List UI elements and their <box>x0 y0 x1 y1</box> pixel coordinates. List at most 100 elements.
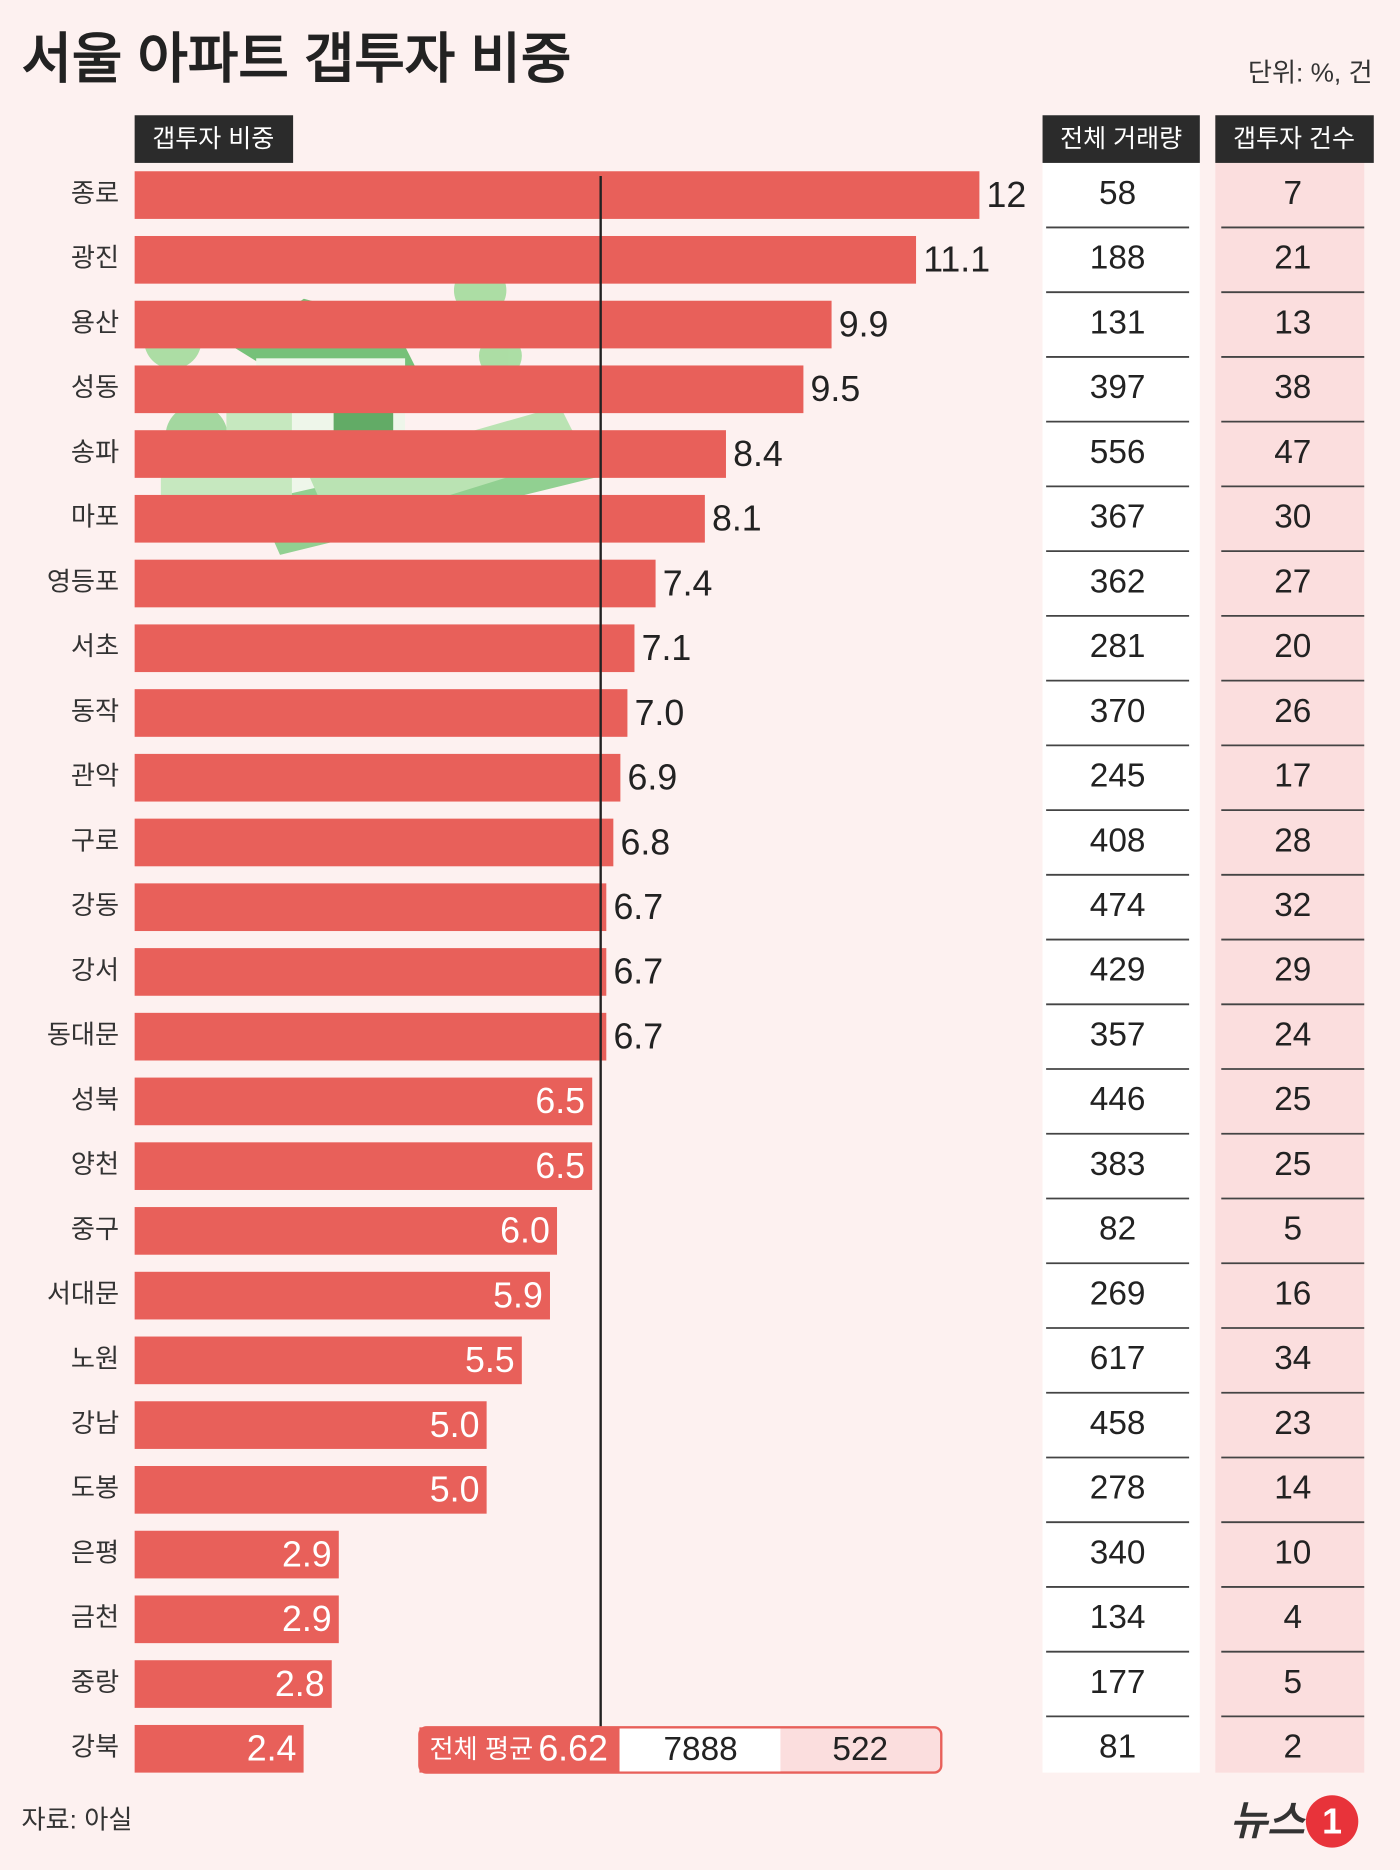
category-label: 영등포 <box>47 566 119 596</box>
table-cell: 30 <box>1274 499 1311 536</box>
value-label: 6.0 <box>500 1211 550 1251</box>
column-header: 갭투자 건수 <box>1233 125 1355 153</box>
category-label: 동작 <box>71 696 119 726</box>
table-cell: 474 <box>1090 887 1146 924</box>
value-label: 12 <box>987 175 1027 215</box>
value-label: 5.0 <box>430 1405 480 1445</box>
value-label: 2.4 <box>247 1729 297 1769</box>
table-cell: 362 <box>1090 563 1146 600</box>
series-header: 갭투자 비중 <box>152 125 274 153</box>
average-label: 전체 평균 <box>430 1734 534 1764</box>
average-box-mid <box>619 1728 781 1772</box>
category-label: 종로 <box>71 178 119 208</box>
table-cell: 16 <box>1274 1275 1311 1312</box>
table-cell: 429 <box>1090 952 1146 989</box>
value-label: 6.5 <box>535 1146 585 1186</box>
bar <box>134 171 980 219</box>
bar <box>134 624 635 673</box>
value-label: 6.7 <box>613 1016 663 1056</box>
value-label: 11.1 <box>923 240 990 280</box>
table-cell: 134 <box>1090 1599 1146 1636</box>
table-cell: 7 <box>1283 175 1302 212</box>
category-label: 서대문 <box>47 1279 119 1309</box>
value-label: 5.0 <box>430 1470 480 1510</box>
table-cell: 446 <box>1090 1081 1146 1118</box>
category-label: 성동 <box>71 372 119 402</box>
category-label: 송파 <box>71 437 119 467</box>
table-cell: 28 <box>1274 822 1311 859</box>
value-label: 6.7 <box>613 887 663 927</box>
bar <box>134 1595 339 1644</box>
value-label: 7.4 <box>663 563 713 603</box>
bar <box>134 1530 339 1579</box>
table-cell: 21 <box>1274 240 1311 277</box>
category-label: 강동 <box>71 890 119 920</box>
table-cell: 14 <box>1274 1470 1311 1507</box>
bar <box>134 559 656 608</box>
table-cell: 81 <box>1099 1729 1136 1766</box>
bar <box>134 1724 304 1773</box>
table-column-bg <box>1215 115 1365 1773</box>
category-label: 도봉 <box>71 1473 119 1503</box>
value-label: 6.8 <box>620 822 670 862</box>
table-cell: 5 <box>1283 1664 1302 1701</box>
table-cell: 27 <box>1274 563 1311 600</box>
average-gap-count: 522 <box>832 1731 888 1768</box>
table-cell: 617 <box>1090 1340 1146 1377</box>
table-cell: 556 <box>1090 434 1146 471</box>
table-cell: 13 <box>1274 304 1311 341</box>
table-cell: 10 <box>1274 1534 1311 1571</box>
average-value: 6.62 <box>538 1729 608 1769</box>
table-cell: 245 <box>1090 758 1146 795</box>
category-label: 구로 <box>71 825 119 855</box>
table-cell: 131 <box>1090 304 1146 341</box>
table-cell: 23 <box>1274 1405 1311 1442</box>
bar <box>134 1466 487 1514</box>
category-label: 은평 <box>71 1537 119 1567</box>
value-label: 9.5 <box>811 369 861 409</box>
category-label: 서초 <box>71 631 119 661</box>
table-cell: 408 <box>1090 822 1146 859</box>
header-bg <box>134 115 294 163</box>
category-label: 용산 <box>71 307 119 337</box>
value-label: 7.1 <box>642 628 692 668</box>
value-label: 8.4 <box>733 434 783 474</box>
table-cell: 340 <box>1090 1534 1146 1571</box>
category-label: 관악 <box>71 761 119 791</box>
bar <box>134 818 614 867</box>
column-header: 전체 거래량 <box>1060 125 1182 153</box>
category-label: 강서 <box>71 955 119 985</box>
bar <box>134 1336 522 1385</box>
bar <box>134 948 607 996</box>
source: 자료: 아실 <box>21 1804 132 1834</box>
category-label: 중랑 <box>71 1667 119 1697</box>
table-cell: 177 <box>1090 1664 1146 1701</box>
table-cell: 269 <box>1090 1275 1146 1312</box>
table-cell: 278 <box>1090 1470 1146 1507</box>
value-label: 2.9 <box>282 1534 332 1574</box>
table-cell: 82 <box>1099 1211 1136 1248</box>
category-label: 강북 <box>71 1732 119 1762</box>
category-label: 광진 <box>71 243 119 273</box>
value-label: 6.5 <box>535 1081 585 1121</box>
category-label: 노원 <box>71 1343 119 1373</box>
category-label: 성북 <box>71 1084 119 1114</box>
bar <box>134 365 804 414</box>
bar <box>134 1271 550 1320</box>
table-cell: 34 <box>1274 1340 1311 1377</box>
table-cell: 25 <box>1274 1081 1311 1118</box>
bar <box>134 1401 487 1449</box>
unit: 단위: %, 건 <box>1248 58 1373 88</box>
table-cell: 397 <box>1090 369 1146 406</box>
table-cell: 188 <box>1090 240 1146 277</box>
header-bg <box>1042 115 1200 163</box>
average-box-left <box>419 1727 620 1773</box>
value-label: 2.8 <box>275 1664 325 1704</box>
value-label: 2.9 <box>282 1599 332 1639</box>
value-label: 5.9 <box>493 1275 543 1315</box>
average-total: 7888 <box>663 1731 737 1768</box>
bar <box>134 1142 593 1190</box>
table-cell: 370 <box>1090 693 1146 730</box>
table-column-bg <box>1042 115 1200 1773</box>
table-cell: 38 <box>1274 369 1311 406</box>
